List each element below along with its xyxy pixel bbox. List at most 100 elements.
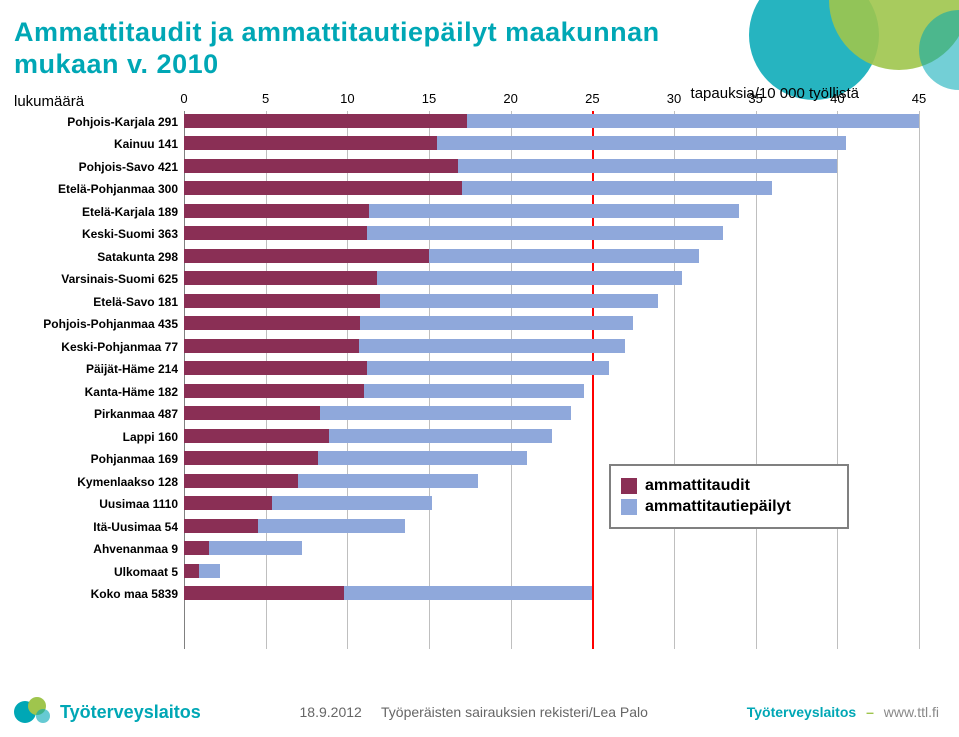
table-row: Kanta-Häme 182 — [14, 381, 919, 404]
bar-ammattitaudit — [184, 249, 429, 263]
legend-item: ammattitautiepäilyt — [621, 498, 837, 516]
bar-container — [184, 583, 919, 606]
category-label: Etelä-Savo 181 — [14, 291, 184, 314]
bar-ammattitaudit — [184, 519, 258, 533]
bar-container — [184, 223, 919, 246]
category-label: Kanta-Häme 182 — [14, 381, 184, 404]
bar-container — [184, 156, 919, 179]
table-row: Keski-Pohjanmaa 77 — [14, 336, 919, 359]
bar-container — [184, 268, 919, 291]
footer: Työterveyslaitos 18.9.2012 Työperäisten … — [0, 697, 959, 727]
bar-container — [184, 246, 919, 269]
bar-ammattitaudit — [184, 474, 298, 488]
table-row: Pirkanmaa 487 — [14, 403, 919, 426]
table-row: Pohjois-Savo 421 — [14, 156, 919, 179]
category-label: Koko maa 5839 — [14, 583, 184, 606]
bar-ammattitaudit — [184, 564, 199, 578]
logo-text: Työterveyslaitos — [60, 702, 201, 723]
table-row: Pohjois-Karjala 291 — [14, 111, 919, 134]
chart: lukumäärä tapauksia/10 000 työllistä 051… — [14, 89, 919, 649]
x-tick-label: 20 — [503, 91, 517, 106]
bar-container — [184, 291, 919, 314]
bar-ammattitaudit — [184, 406, 320, 420]
bar-rows: Pohjois-Karjala 291Kainuu 141Pohjois-Sav… — [14, 111, 919, 649]
legend-label: ammattitaudit — [645, 477, 750, 495]
x-tick-label: 40 — [830, 91, 844, 106]
table-row: Ahvenanmaa 9 — [14, 538, 919, 561]
table-row: Etelä-Pohjanmaa 300 — [14, 178, 919, 201]
bar-ammattitaudit — [184, 114, 467, 128]
bar-ammattitaudit — [184, 541, 209, 555]
grid-line — [919, 111, 920, 649]
x-tick-label: 10 — [340, 91, 354, 106]
legend-item: ammattitaudit — [621, 477, 837, 495]
category-label: Varsinais-Suomi 625 — [14, 268, 184, 291]
bar-ammattitaudit — [184, 159, 458, 173]
bar-container — [184, 201, 919, 224]
x-tick-label: 15 — [422, 91, 436, 106]
x-tick-label: 45 — [912, 91, 926, 106]
category-label: Uusimaa 1110 — [14, 493, 184, 516]
table-row: Varsinais-Suomi 625 — [14, 268, 919, 291]
table-row: Lappi 160 — [14, 426, 919, 449]
bar-container — [184, 403, 919, 426]
bar-ammattitaudit — [184, 136, 437, 150]
footer-brand: Työterveyslaitos – www.ttl.fi — [747, 704, 939, 720]
bar-container — [184, 336, 919, 359]
bar-container — [184, 381, 919, 404]
table-row: Satakunta 298 — [14, 246, 919, 269]
category-label: Satakunta 298 — [14, 246, 184, 269]
bar-ammattitaudit — [184, 586, 344, 600]
bar-ammattitaudit — [184, 181, 462, 195]
bar-container — [184, 358, 919, 381]
x-tick-label: 0 — [180, 91, 187, 106]
x-tick-label: 5 — [262, 91, 269, 106]
bar-container — [184, 313, 919, 336]
bar-container — [184, 426, 919, 449]
table-row: Kainuu 141 — [14, 133, 919, 156]
legend-swatch — [621, 499, 637, 515]
bar-ammattitaudit — [184, 226, 367, 240]
category-label: Ulkomaat 5 — [14, 561, 184, 584]
table-row: Etelä-Savo 181 — [14, 291, 919, 314]
category-label: Päijät-Häme 214 — [14, 358, 184, 381]
category-label: Pohjois-Savo 421 — [14, 156, 184, 179]
category-label: Pohjois-Karjala 291 — [14, 111, 184, 134]
bar-ammattitaudit — [184, 316, 360, 330]
footer-source-text: Työperäisten sairauksien rekisteri/Lea P… — [381, 704, 648, 720]
bar-ammattitaudit — [184, 451, 318, 465]
bar-ammattitaudit — [184, 429, 329, 443]
legend: ammattitaudit ammattitautiepäilyt — [609, 464, 849, 529]
category-label: Itä-Uusimaa 54 — [14, 516, 184, 539]
x-tick-label: 25 — [585, 91, 599, 106]
x-tick-label: 30 — [667, 91, 681, 106]
bar-container — [184, 178, 919, 201]
table-row: Päijät-Häme 214 — [14, 358, 919, 381]
category-label: Keski-Suomi 363 — [14, 223, 184, 246]
table-row: Etelä-Karjala 189 — [14, 201, 919, 224]
table-row: Keski-Suomi 363 — [14, 223, 919, 246]
category-label: Ahvenanmaa 9 — [14, 538, 184, 561]
category-label: Lappi 160 — [14, 426, 184, 449]
bar-ammattitaudit — [184, 361, 367, 375]
bar-ammattitaudit — [184, 271, 377, 285]
category-label: Etelä-Karjala 189 — [14, 201, 184, 224]
table-row: Ulkomaat 5 — [14, 561, 919, 584]
bar-container — [184, 561, 919, 584]
legend-label: ammattitautiepäilyt — [645, 498, 791, 516]
bar-container — [184, 133, 919, 156]
footer-url: www.ttl.fi — [884, 704, 939, 720]
footer-source: 18.9.2012 Työperäisten sairauksien rekis… — [201, 704, 747, 720]
logo: Työterveyslaitos — [14, 697, 201, 727]
category-label: Etelä-Pohjanmaa 300 — [14, 178, 184, 201]
footer-date: 18.9.2012 — [300, 704, 362, 720]
bar-ammattitaudit — [184, 294, 380, 308]
bar-ammattitaudit — [184, 384, 364, 398]
category-label: Pirkanmaa 487 — [14, 403, 184, 426]
bar-container — [184, 111, 919, 134]
chart-title: Ammattitaudit ja ammattitautiepäilyt maa… — [0, 0, 760, 81]
bar-ammattitaudit — [184, 339, 359, 353]
footer-separator-icon: – — [866, 704, 874, 720]
footer-brand-name: Työterveyslaitos — [747, 704, 856, 720]
legend-swatch — [621, 478, 637, 494]
